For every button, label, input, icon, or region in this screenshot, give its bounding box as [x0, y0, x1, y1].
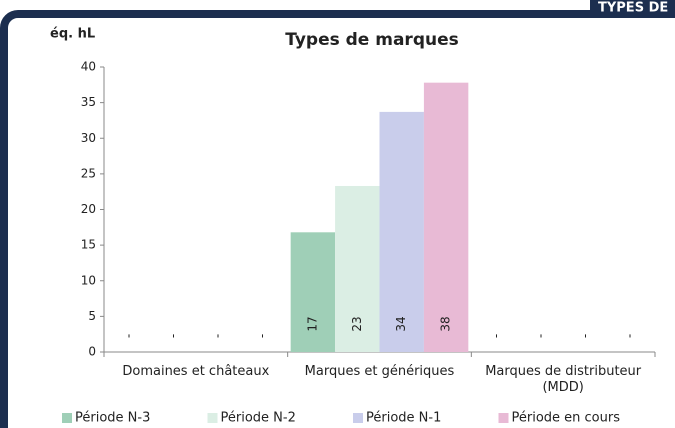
- bar: [423, 82, 469, 353]
- y-tick-label: 40: [81, 60, 96, 74]
- data-label: -: [122, 334, 136, 338]
- legend-swatch: [353, 413, 363, 423]
- y-tick-label: 15: [81, 238, 96, 252]
- data-label: -: [211, 334, 225, 338]
- legend-label: Période N-1: [366, 411, 441, 426]
- y-axis-label: éq. hL: [50, 27, 95, 42]
- legend-label: Période en cours: [512, 411, 621, 426]
- legend-swatch: [62, 413, 72, 423]
- data-label: -: [166, 334, 180, 338]
- data-label: 17: [305, 316, 319, 331]
- y-tick-label: 5: [88, 309, 96, 323]
- y-tick-label: 30: [81, 131, 96, 145]
- bar: [379, 111, 424, 352]
- legend-swatch: [498, 413, 509, 423]
- legend-swatch: [207, 413, 218, 423]
- y-tick-label: 25: [81, 166, 96, 180]
- data-label: -: [255, 334, 269, 338]
- data-label: 34: [394, 316, 408, 331]
- y-tick-label: 10: [81, 273, 96, 287]
- data-label: 23: [350, 316, 364, 331]
- data-label: -: [489, 334, 503, 338]
- x-tick-label: Marques de distributeur (MDD): [485, 364, 642, 395]
- legend-label: Période N-2: [221, 411, 296, 426]
- data-label: -: [533, 334, 547, 338]
- tab: [590, 0, 675, 16]
- bar: [290, 232, 336, 352]
- bar: [335, 185, 380, 352]
- tab-label: TYPES DE: [598, 1, 668, 16]
- y-tick-label: 0: [88, 345, 96, 359]
- y-tick-label: 35: [81, 95, 96, 109]
- x-tick-label: Domaines et châteaux: [122, 364, 270, 379]
- data-label: -: [578, 334, 592, 338]
- y-tick-label: 20: [81, 202, 96, 216]
- chart-title: Types de marques: [285, 30, 459, 50]
- data-label: 38: [439, 316, 453, 331]
- data-label: -: [622, 334, 636, 338]
- x-tick-label: Marques et génériques: [304, 364, 455, 379]
- legend-label: Période N-3: [75, 411, 150, 426]
